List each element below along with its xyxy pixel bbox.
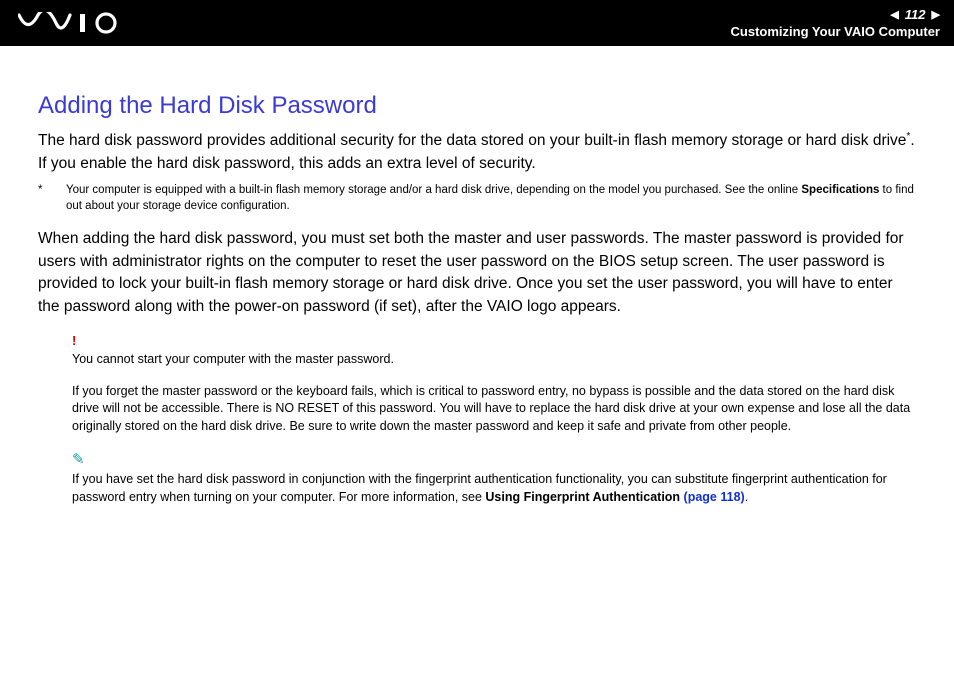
tip-block: ✎ If you have set the hard disk password… (72, 449, 916, 506)
section-title: Customizing Your VAIO Computer (731, 24, 940, 39)
warning-block: ! You cannot start your computer with th… (72, 332, 916, 435)
footnote: * Your computer is equipped with a built… (38, 183, 916, 214)
exclamation-icon: ! (72, 332, 916, 350)
footnote-text: Your computer is equipped with a built-i… (66, 183, 916, 214)
page-nav: ◀ 112 ▶ (731, 7, 940, 22)
page-number: 112 (905, 7, 926, 22)
pencil-icon: ✎ (72, 449, 916, 470)
tip-end: . (745, 490, 748, 504)
footnote-bold: Specifications (801, 184, 879, 196)
page-content: Adding the Hard Disk Password The hard d… (0, 46, 954, 506)
tip-text-a: If you have set the hard disk password i… (72, 472, 887, 504)
vaio-logo (18, 12, 128, 34)
warning-2: If you forget the master password or the… (72, 383, 916, 436)
tip-bold: Using Fingerprint Authentication (485, 490, 683, 504)
footnote-text-a: Your computer is equipped with a built-i… (66, 184, 801, 196)
prev-page-arrow[interactable]: ◀ (890, 8, 898, 21)
warning-1: You cannot start your computer with the … (72, 351, 916, 369)
page-heading: Adding the Hard Disk Password (38, 92, 916, 120)
intro-paragraph: The hard disk password provides addition… (38, 130, 916, 175)
main-paragraph: When adding the hard disk password, you … (38, 228, 916, 318)
tip-text: If you have set the hard disk password i… (72, 471, 916, 506)
footnote-marker: * (38, 183, 66, 214)
header-right: ◀ 112 ▶ Customizing Your VAIO Computer (731, 7, 940, 39)
page-header: ◀ 112 ▶ Customizing Your VAIO Computer (0, 0, 954, 46)
intro-text-a: The hard disk password provides addition… (38, 132, 906, 149)
next-page-arrow[interactable]: ▶ (932, 8, 940, 21)
page-link[interactable]: (page 118) (684, 490, 745, 504)
